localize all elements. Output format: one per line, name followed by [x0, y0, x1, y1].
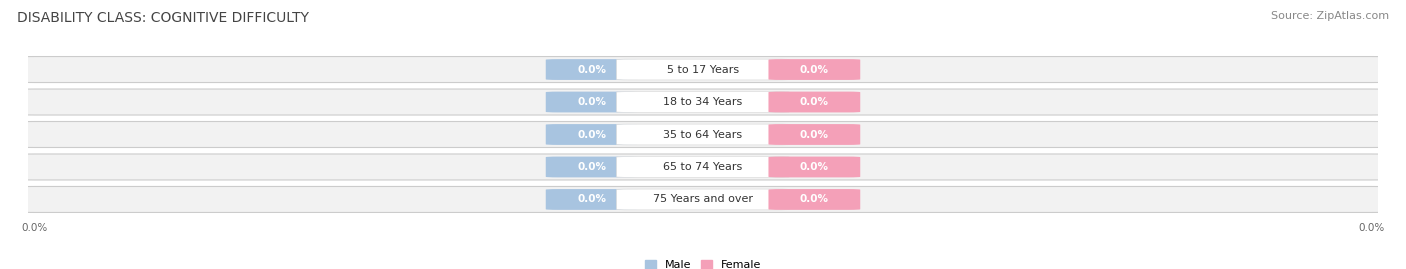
Text: 65 to 74 Years: 65 to 74 Years [664, 162, 742, 172]
FancyBboxPatch shape [769, 157, 860, 177]
Text: 0.0%: 0.0% [576, 129, 606, 140]
Text: 0.0%: 0.0% [576, 194, 606, 204]
FancyBboxPatch shape [617, 124, 789, 145]
Text: 35 to 64 Years: 35 to 64 Years [664, 129, 742, 140]
FancyBboxPatch shape [8, 122, 1398, 147]
FancyBboxPatch shape [769, 124, 860, 145]
Text: 5 to 17 Years: 5 to 17 Years [666, 65, 740, 75]
FancyBboxPatch shape [546, 157, 637, 177]
Text: 0.0%: 0.0% [800, 65, 830, 75]
FancyBboxPatch shape [8, 56, 1398, 83]
Text: 18 to 34 Years: 18 to 34 Years [664, 97, 742, 107]
Text: 0.0%: 0.0% [800, 194, 830, 204]
FancyBboxPatch shape [617, 189, 789, 210]
Text: 0.0%: 0.0% [576, 162, 606, 172]
FancyBboxPatch shape [546, 189, 637, 210]
FancyBboxPatch shape [617, 59, 789, 80]
FancyBboxPatch shape [546, 92, 637, 112]
FancyBboxPatch shape [546, 124, 637, 145]
Legend: Male, Female: Male, Female [645, 260, 761, 269]
Text: 0.0%: 0.0% [576, 65, 606, 75]
Text: 75 Years and over: 75 Years and over [652, 194, 754, 204]
FancyBboxPatch shape [617, 157, 789, 177]
FancyBboxPatch shape [769, 189, 860, 210]
FancyBboxPatch shape [769, 59, 860, 80]
FancyBboxPatch shape [769, 92, 860, 112]
Text: 0.0%: 0.0% [800, 162, 830, 172]
FancyBboxPatch shape [8, 154, 1398, 180]
FancyBboxPatch shape [8, 186, 1398, 213]
Text: 0.0%: 0.0% [800, 129, 830, 140]
Text: DISABILITY CLASS: COGNITIVE DIFFICULTY: DISABILITY CLASS: COGNITIVE DIFFICULTY [17, 11, 309, 25]
Text: 0.0%: 0.0% [800, 97, 830, 107]
FancyBboxPatch shape [617, 92, 789, 112]
Text: 0.0%: 0.0% [576, 97, 606, 107]
FancyBboxPatch shape [8, 89, 1398, 115]
FancyBboxPatch shape [546, 59, 637, 80]
Text: Source: ZipAtlas.com: Source: ZipAtlas.com [1271, 11, 1389, 21]
